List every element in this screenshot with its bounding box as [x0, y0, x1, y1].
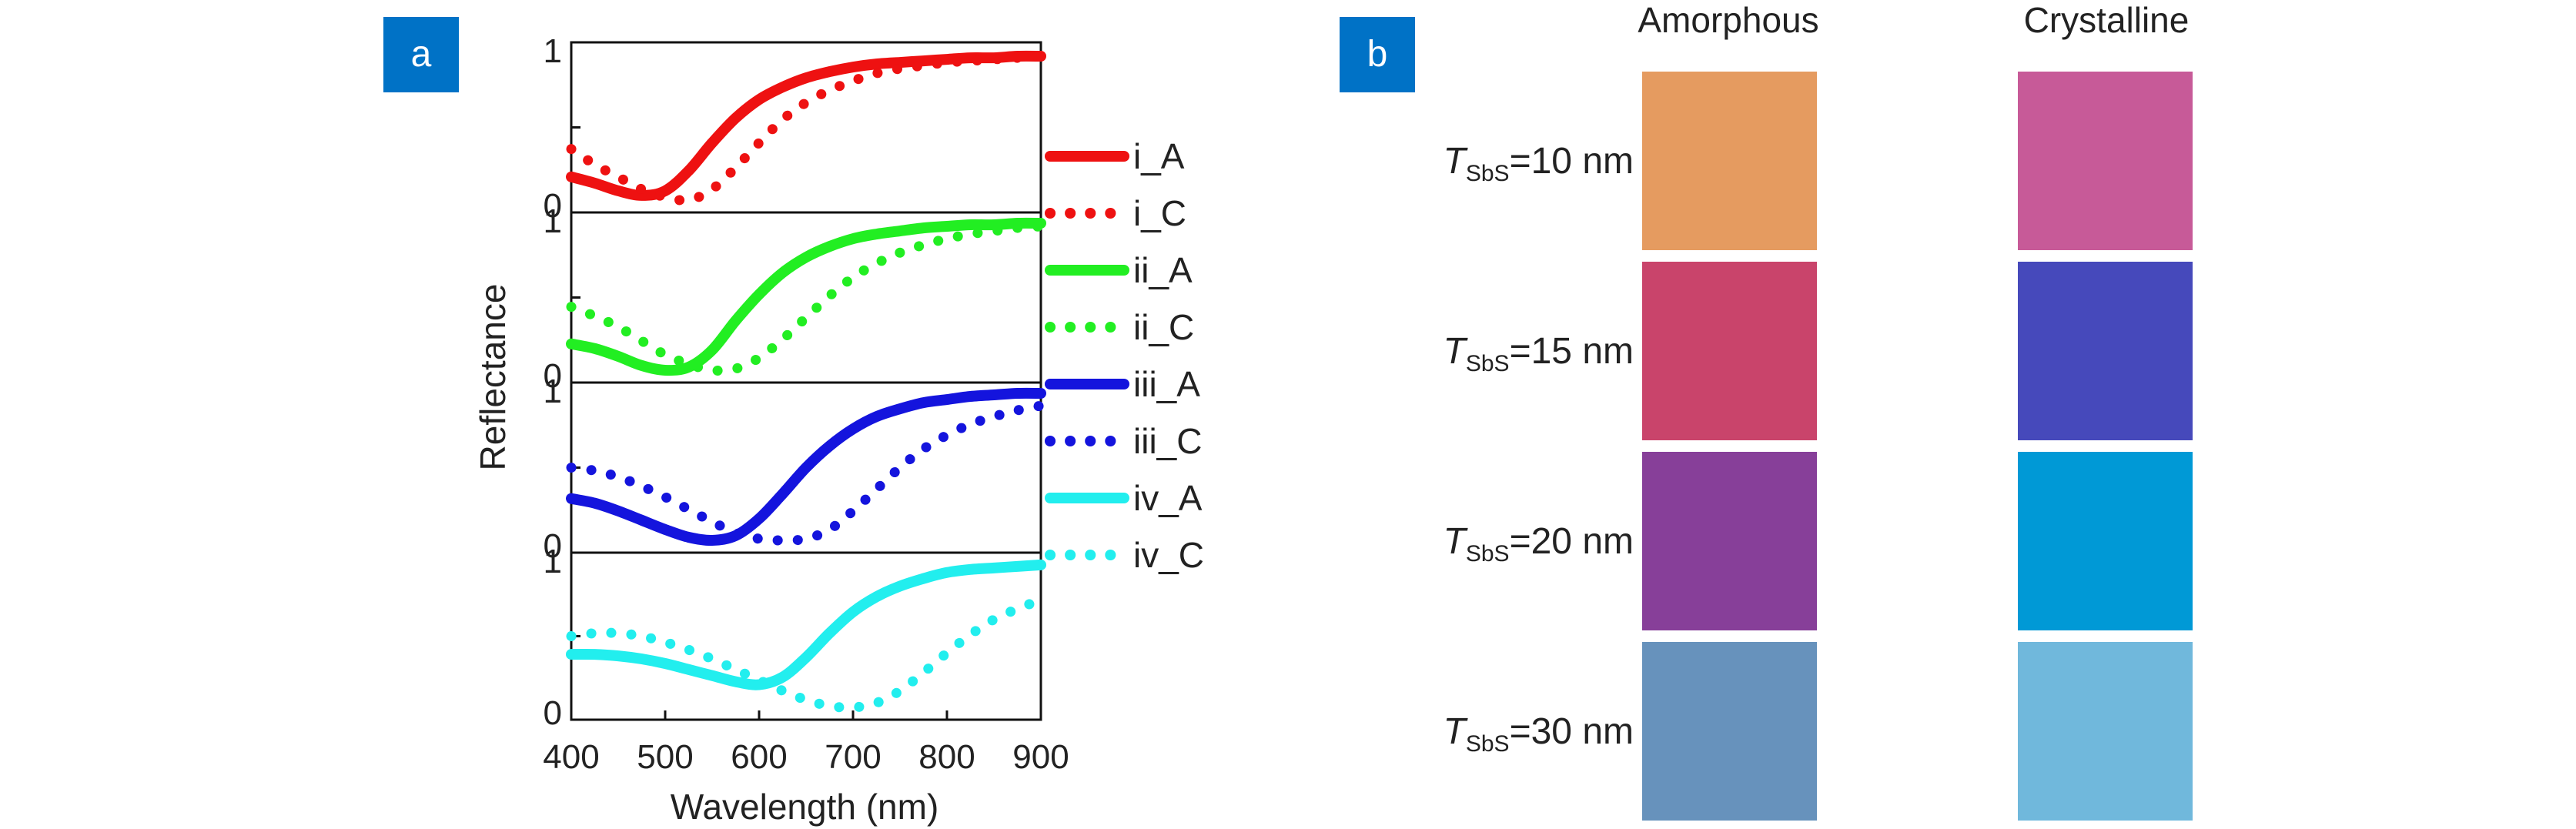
legend-item-i-a: i_A: [1045, 136, 1185, 176]
row-label-value: =30 nm: [1510, 711, 1634, 752]
series-line-iv-a: [566, 559, 1046, 690]
x-tick-label: 600: [731, 738, 787, 776]
series-line-i-a: [566, 50, 1046, 201]
legend-item-ii-c: ii_C: [1045, 307, 1194, 347]
y-tick-label: 0: [544, 694, 562, 732]
y-tick-label: 1: [544, 373, 562, 410]
legend-item-ii-a: ii_A: [1045, 250, 1193, 290]
series-curves: [566, 50, 1046, 713]
swatch-row: TSbS=30 nm: [1444, 642, 2193, 821]
legend-item-iii-c: iii_C: [1045, 421, 1202, 461]
y-tick-label: 0: [544, 357, 562, 395]
legend-label: iv_A: [1133, 478, 1203, 518]
legend-label: i_C: [1133, 193, 1186, 233]
series-line-i-c: [566, 51, 1046, 206]
row-label-symbol: T: [1444, 331, 1469, 372]
series-line-ii-a: [566, 217, 1046, 376]
legend-item-iv-c: iv_C: [1045, 535, 1204, 575]
y-axis-title: Reflectance: [473, 284, 513, 471]
legend-item-iv-a: iv_A: [1045, 478, 1203, 518]
swatch-row: TSbS=20 nm: [1444, 452, 2193, 630]
panel-a-tag: a: [383, 17, 459, 92]
y-tick-label: 1: [544, 32, 562, 70]
panel-b-tag: b: [1340, 17, 1415, 92]
row-label-value: =15 nm: [1510, 331, 1634, 372]
legend-item-iii-a: iii_A: [1045, 364, 1200, 404]
swatch-amorphous: [1642, 452, 1817, 630]
x-tick-label: 700: [825, 738, 881, 776]
legend: i_A i_C ii_A ii_C iii_A iii_C iv_A iv_C: [1045, 136, 1204, 575]
y-tick-label: 1: [544, 543, 562, 580]
row-label-symbol: T: [1444, 141, 1469, 182]
swatch-crystalline: [2018, 262, 2193, 440]
plot-frame: [570, 41, 1042, 721]
series-line-iv-c: [566, 594, 1046, 713]
legend-label: iii_A: [1133, 364, 1200, 404]
x-axis-title: Wavelength (nm): [671, 787, 939, 827]
y-tick-label: 0: [544, 187, 562, 225]
x-tick-label: 400: [543, 738, 599, 776]
color-swatch-grid: Amorphous Crystalline TSbS=10 nmTSbS=15 …: [1444, 0, 2193, 821]
row-label-value: =20 nm: [1510, 521, 1634, 562]
row-label: TSbS=20 nm: [1444, 521, 1634, 567]
swatch-row: TSbS=10 nm: [1444, 72, 2193, 250]
row-label: TSbS=15 nm: [1444, 331, 1634, 376]
series-line-iii-c: [566, 400, 1046, 546]
row-label-subscript: SbS: [1466, 351, 1510, 376]
legend-label: iii_C: [1133, 421, 1202, 461]
legend-label: ii_A: [1133, 250, 1193, 290]
series-line-ii-c: [566, 221, 1046, 376]
x-tick-label: 800: [918, 738, 975, 776]
panel-b-tag-text: b: [1367, 34, 1388, 75]
row-label: TSbS=10 nm: [1444, 141, 1634, 186]
column-header-amorphous: Amorphous: [1638, 0, 1818, 40]
y-tick-label: 0: [544, 527, 562, 565]
x-tick-label: 900: [1012, 738, 1069, 776]
swatch-amorphous: [1642, 262, 1817, 440]
swatch-amorphous: [1642, 72, 1817, 250]
legend-label: iv_C: [1133, 535, 1204, 575]
row-label-value: =10 nm: [1510, 141, 1634, 182]
swatch-crystalline: [2018, 452, 2193, 630]
row-label-symbol: T: [1444, 711, 1469, 752]
legend-label: ii_C: [1133, 307, 1194, 347]
row-label-symbol: T: [1444, 521, 1469, 562]
swatch-crystalline: [2018, 72, 2193, 250]
swatch-crystalline: [2018, 642, 2193, 821]
row-label-subscript: SbS: [1466, 161, 1510, 186]
subplot-frames: [570, 41, 1042, 721]
x-tick-labels: 400 500 600 700 800 900: [543, 738, 1069, 776]
legend-label: i_A: [1133, 136, 1185, 176]
swatch-amorphous: [1642, 642, 1817, 821]
row-label-subscript: SbS: [1466, 731, 1510, 757]
row-label-subscript: SbS: [1466, 541, 1510, 567]
legend-item-i-c: i_C: [1045, 193, 1186, 233]
series-line-iii-a: [566, 387, 1046, 547]
row-label: TSbS=30 nm: [1444, 711, 1634, 757]
y-tick-label: 1: [544, 202, 562, 240]
x-tick-label: 500: [637, 738, 693, 776]
swatch-row: TSbS=15 nm: [1444, 262, 2193, 440]
column-header-crystalline: Crystalline: [2024, 0, 2190, 40]
panel-a-tag-text: a: [411, 34, 432, 75]
